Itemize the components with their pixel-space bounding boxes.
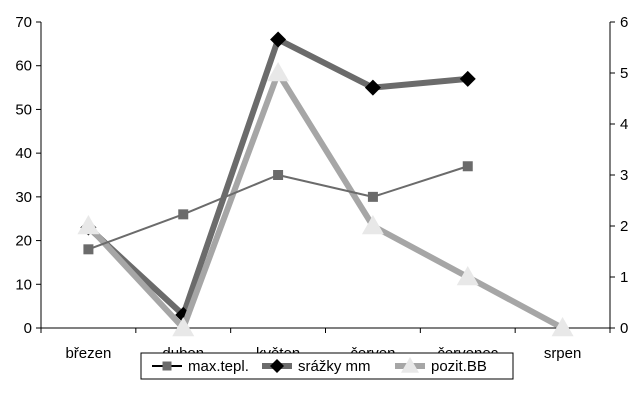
data-point [460, 71, 476, 87]
y-right-tick-label: 1 [620, 269, 628, 286]
data-point [273, 170, 283, 180]
series-0 [83, 161, 472, 254]
data-point [178, 209, 188, 219]
axes: 0102030405060700123456březendubenkvětenč… [15, 14, 628, 362]
legend-entry-2: pozit.BB [395, 357, 487, 375]
data-point [163, 362, 172, 371]
y-left-tick-label: 30 [15, 189, 32, 206]
y-left-tick-label: 0 [24, 320, 32, 337]
y-right-tick-label: 2 [620, 218, 628, 235]
y-left-tick-label: 70 [15, 14, 32, 31]
y-left-tick-label: 50 [15, 101, 32, 118]
y-left-tick-label: 20 [15, 233, 32, 250]
series-group [77, 31, 573, 336]
y-right-tick-label: 5 [620, 65, 628, 82]
series-2 [77, 62, 573, 336]
y-left-tick-label: 60 [15, 58, 32, 75]
y-right-tick-label: 0 [620, 320, 628, 337]
y-right-tick-label: 6 [620, 14, 628, 31]
legend: max.tepl. srážky mm pozit.BB [141, 353, 513, 379]
y-left-tick-label: 10 [15, 276, 32, 293]
x-tick-label: březen [65, 345, 111, 362]
data-point [368, 192, 378, 202]
legend-label: max.tepl. [188, 358, 249, 375]
y-left-tick-label: 40 [15, 145, 32, 162]
y-right-tick-label: 3 [620, 167, 628, 184]
x-tick-label: srpen [544, 345, 582, 362]
legend-label: srážky mm [298, 358, 371, 375]
data-point [83, 244, 93, 254]
legend-label: pozit.BB [431, 358, 487, 375]
y-right-tick-label: 4 [620, 116, 628, 133]
data-point [463, 161, 473, 171]
data-point [77, 215, 99, 234]
